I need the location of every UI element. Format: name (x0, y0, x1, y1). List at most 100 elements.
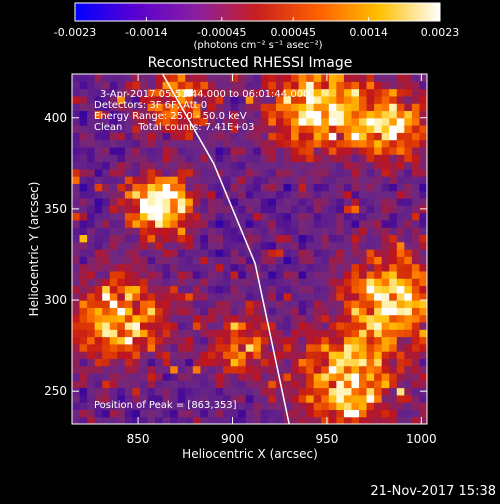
heatmap-cell (215, 343, 224, 352)
heatmap-cell (411, 197, 421, 206)
heatmap-cell (411, 329, 421, 338)
heatmap-cell (72, 300, 81, 308)
heatmap-cell (109, 74, 118, 82)
heatmap-cell (238, 372, 247, 381)
heatmap-cell (132, 146, 141, 155)
heatmap-cell (275, 372, 285, 381)
heatmap-cell (139, 227, 149, 236)
heatmap-cell (230, 234, 239, 243)
heatmap-cell (139, 168, 149, 177)
heatmap-cell (328, 219, 337, 228)
heatmap-cell (117, 176, 126, 184)
heatmap-cell (366, 314, 375, 323)
heatmap-cell (139, 241, 149, 250)
heatmap-cell (192, 183, 202, 192)
heatmap-cell (313, 197, 322, 206)
heatmap-cell (291, 380, 300, 389)
heatmap-cell (351, 234, 360, 243)
heatmap-cell (359, 358, 368, 367)
heatmap-cell (275, 234, 285, 243)
y-tick-label: 250 (44, 384, 67, 398)
y-tick-label: 400 (44, 111, 67, 125)
heatmap-cell (351, 241, 360, 250)
heatmap-cell (200, 329, 209, 338)
heatmap-cell (404, 88, 413, 97)
heatmap-cell (366, 278, 375, 287)
heatmap-cell (328, 263, 337, 272)
heatmap-cell (200, 402, 209, 411)
heatmap-cell (343, 300, 353, 308)
heatmap-cell (336, 154, 345, 163)
heatmap-cell (291, 285, 300, 294)
heatmap-cell (177, 176, 186, 184)
heatmap-cell (207, 343, 217, 352)
heatmap-cell (102, 256, 111, 265)
heatmap-cell (139, 183, 149, 192)
heatmap-cell (313, 314, 322, 323)
heatmap-cell (396, 380, 405, 389)
heatmap-cell (336, 219, 345, 228)
heatmap-cell (132, 307, 141, 316)
heatmap-cell (207, 256, 217, 265)
heatmap-cell (72, 95, 81, 104)
heatmap-cell (291, 365, 300, 374)
heatmap-cell (419, 300, 427, 308)
heatmap-cell (419, 256, 427, 265)
heatmap-cell (117, 154, 126, 163)
heatmap-cell (351, 88, 360, 97)
heatmap-cell (336, 263, 345, 272)
heatmap-cell (351, 125, 360, 133)
heatmap-cell (313, 372, 322, 381)
heatmap-cell (253, 336, 262, 345)
heatmap-cell (185, 292, 194, 301)
heatmap-cell (268, 263, 277, 272)
heatmap-cell (215, 270, 224, 279)
heatmap-cell (87, 132, 96, 141)
heatmap-cell (306, 351, 315, 359)
heatmap-cell (321, 125, 330, 133)
heatmap-cell (94, 343, 103, 352)
heatmap-cell (268, 241, 277, 250)
heatmap-cell (374, 270, 383, 279)
heatmap-cell (411, 387, 421, 396)
heatmap-cell (132, 88, 141, 97)
heatmap-cell (313, 103, 322, 112)
heatmap-cell (215, 321, 224, 330)
heatmap-cell (298, 372, 307, 381)
heatmap-cell (313, 402, 322, 411)
heatmap-cell (170, 409, 179, 418)
heatmap-cell (87, 372, 96, 381)
heatmap-cell (139, 132, 149, 141)
heatmap-cell (192, 190, 202, 199)
heatmap-cell (215, 95, 224, 104)
heatmap-cell (389, 329, 398, 338)
heatmap-cell (245, 416, 254, 424)
heatmap-cell (298, 394, 307, 403)
heatmap-cell (245, 329, 254, 338)
heatmap-cell (419, 329, 427, 338)
heatmap-cell (253, 183, 262, 192)
heatmap-cell (306, 336, 315, 345)
heatmap-cell (298, 249, 307, 257)
heatmap-cell (411, 146, 421, 155)
heatmap-cell (260, 190, 269, 199)
heatmap-cell (177, 117, 186, 126)
heatmap-cell (139, 212, 149, 221)
heatmap-cell (306, 117, 315, 126)
heatmap-cell (132, 176, 141, 184)
heatmap-cell (94, 110, 103, 119)
heatmap-cell (268, 256, 277, 265)
heatmap-cell (102, 307, 111, 316)
heatmap-cell (132, 336, 141, 345)
heatmap-cell (351, 249, 360, 257)
heatmap-cell (366, 343, 375, 352)
heatmap-cell (313, 387, 322, 396)
heatmap-cell (185, 402, 194, 411)
heatmap-cell (268, 329, 277, 338)
heatmap-cell (192, 402, 202, 411)
heatmap-cell (328, 183, 337, 192)
heatmap-cell (268, 321, 277, 330)
heatmap-cell (321, 227, 330, 236)
heatmap-cell (411, 285, 421, 294)
heatmap-cell (79, 176, 88, 184)
